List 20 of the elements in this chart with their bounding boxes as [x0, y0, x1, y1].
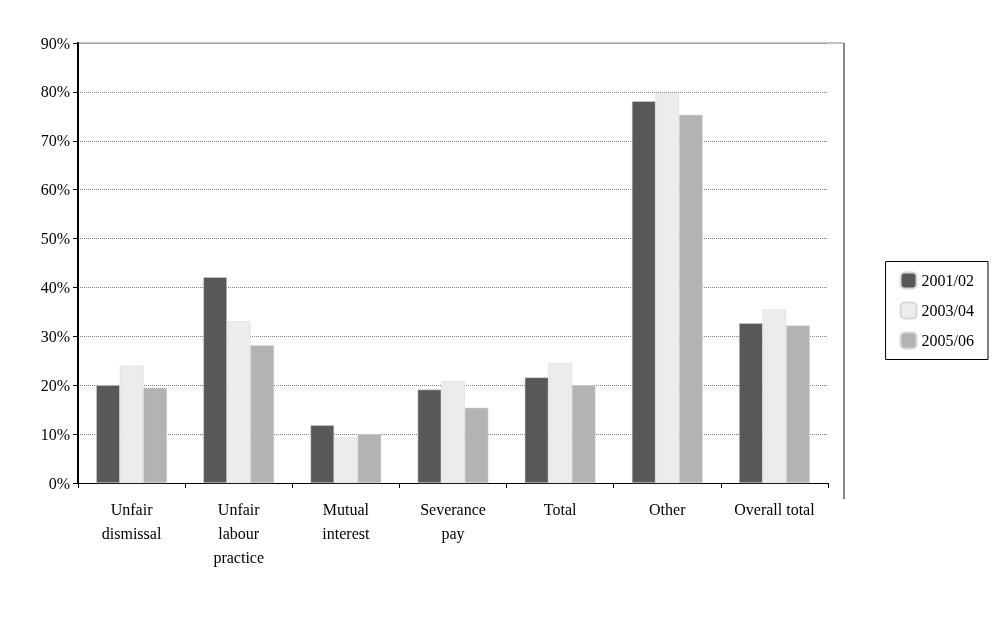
y-tick-label: 90%: [40, 34, 70, 52]
x-tick-label: Mutual interest: [322, 500, 370, 542]
x-tick-label: Unfair dismissal: [101, 500, 162, 542]
legend-label: 2003/04: [921, 302, 975, 319]
y-tick-label: 50%: [40, 230, 70, 248]
x-tick-label: Total: [543, 500, 578, 518]
legend-label: 2001/02: [921, 272, 975, 289]
legend-label: 2005/06: [921, 332, 975, 349]
y-tick-label: 40%: [40, 278, 70, 296]
y-tick-label: 70%: [40, 132, 70, 150]
y-tick-label: 20%: [40, 376, 70, 394]
x-tick-label: Unfair labour practice: [213, 500, 265, 567]
x-tick-label: Other: [649, 500, 687, 518]
y-tick-label: 10%: [40, 425, 70, 443]
y-tick-label: 0%: [48, 474, 70, 492]
x-tick-label: Severance pay: [420, 500, 486, 543]
y-tick-label: 80%: [40, 83, 70, 101]
y-tick-label: 60%: [40, 181, 70, 199]
y-tick-label: 30%: [40, 327, 70, 345]
x-tick-label: Overall total: [734, 500, 816, 518]
